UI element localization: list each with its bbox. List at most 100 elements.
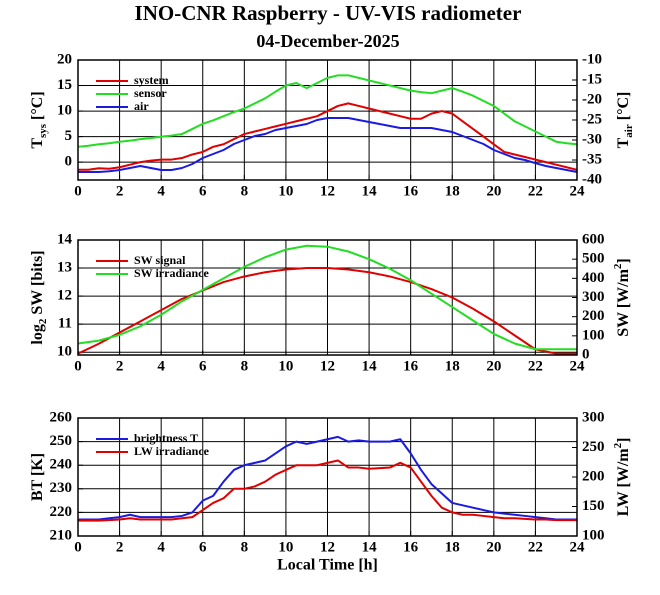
- y2-tick-label: 300: [582, 289, 605, 305]
- y-axis-label: Tsys [°C]: [29, 91, 49, 148]
- y-tick-label: 220: [50, 504, 73, 520]
- y2-tick-label: -35: [582, 151, 602, 167]
- series-line: [77, 244, 577, 351]
- x-tick-label: 2: [116, 539, 124, 555]
- plot-frame: [77, 59, 578, 181]
- series-line: [78, 435, 577, 521]
- y2-tick-label: 0: [582, 346, 590, 362]
- y-axis-label: log2 SW [bits]: [29, 250, 49, 344]
- x-tick-label: 8: [241, 539, 249, 555]
- legend-label: sensor: [134, 86, 167, 100]
- x-tick-label: 22: [528, 183, 543, 199]
- y-tick-label: 13: [57, 259, 72, 275]
- axis-label-part: ]: [615, 258, 632, 263]
- y2-tick-label: 250: [582, 439, 605, 455]
- legend-label: system: [134, 73, 169, 87]
- axis-label-part: ]: [615, 438, 632, 443]
- y-tick-label: 5: [65, 128, 73, 144]
- x-tick-label: 20: [486, 539, 501, 555]
- y2-tick-label: -40: [582, 171, 602, 187]
- y2-tick-label: -20: [582, 91, 602, 107]
- y2-tick-label: -15: [582, 71, 602, 87]
- x-tick-label: 24: [570, 183, 586, 199]
- y2-axis-label: LW [W/m2]: [612, 438, 632, 517]
- y-tick-label: 14: [57, 231, 73, 247]
- y2-tick-label: 600: [582, 231, 605, 247]
- series-line: [77, 74, 578, 148]
- x-tick-label: 14: [362, 183, 378, 199]
- x-tick-label: 6: [199, 358, 207, 374]
- axis-label-part: SW [bits]: [29, 250, 46, 318]
- x-tick-label: 18: [445, 358, 460, 374]
- series-line: [78, 459, 577, 522]
- y-tick-label: 20: [57, 51, 72, 67]
- y2-tick-label: -25: [582, 111, 602, 127]
- x-tick-label: 22: [528, 358, 543, 374]
- axis-label-part: [°C]: [29, 91, 46, 124]
- legend-label: SW signal: [134, 253, 186, 267]
- y2-axis-label: Tair [°C]: [615, 92, 635, 149]
- x-tick-label: 14: [362, 539, 378, 555]
- x-tick-label: 16: [403, 183, 419, 199]
- x-tick-label: 2: [116, 183, 124, 199]
- x-tick-label: 22: [528, 539, 543, 555]
- axis-label-part: [°C]: [615, 92, 632, 125]
- y-tick-label: 210: [50, 527, 73, 543]
- y-tick-label: 10: [57, 103, 72, 119]
- y-tick-label: 250: [50, 433, 73, 449]
- x-tick-label: 0: [74, 539, 82, 555]
- series-line: [78, 102, 578, 171]
- x-axis-label: Local Time [h]: [277, 557, 378, 574]
- x-tick-label: 10: [278, 358, 293, 374]
- x-tick-label: 20: [486, 358, 501, 374]
- y-axis-label: BT [K]: [29, 453, 46, 501]
- plot-frame: [77, 239, 578, 356]
- x-tick-label: 4: [157, 358, 165, 374]
- y-tick-label: 12: [57, 288, 72, 304]
- y2-tick-label: 500: [582, 251, 605, 267]
- axis-label-part: 2: [612, 263, 624, 269]
- x-tick-label: 12: [320, 539, 335, 555]
- x-tick-label: 2: [116, 358, 124, 374]
- y2-tick-label: 200: [582, 468, 605, 484]
- x-tick-label: 6: [199, 539, 207, 555]
- x-tick-label: 10: [278, 183, 293, 199]
- axis-label-part: air: [623, 124, 635, 138]
- axis-label-part: T: [29, 138, 46, 149]
- x-tick-label: 6: [199, 183, 207, 199]
- y2-tick-label: 150: [582, 498, 605, 514]
- x-tick-label: 24: [570, 539, 586, 555]
- y-tick-label: 11: [58, 316, 72, 332]
- x-tick-label: 14: [362, 358, 378, 374]
- x-tick-label: 18: [445, 183, 460, 199]
- y-tick-label: 10: [57, 344, 72, 360]
- x-tick-label: 8: [241, 358, 249, 374]
- y2-tick-label: 200: [582, 308, 605, 324]
- x-tick-label: 16: [403, 358, 419, 374]
- y2-tick-label: 100: [582, 327, 605, 343]
- y-tick-label: 260: [50, 409, 73, 425]
- x-tick-label: 20: [486, 183, 501, 199]
- series-line: [78, 117, 578, 173]
- y-tick-label: 15: [57, 77, 72, 93]
- axis-label-part: T: [615, 137, 632, 148]
- x-tick-label: 16: [403, 539, 419, 555]
- x-tick-label: 12: [320, 183, 335, 199]
- axis-label-part: log: [29, 324, 46, 344]
- chart-subtitle: 04-December-2025: [256, 31, 399, 51]
- y2-tick-label: 400: [582, 270, 605, 286]
- x-tick-label: 10: [278, 539, 293, 555]
- x-tick-label: 0: [74, 358, 82, 374]
- axis-label-part: LW [W/m: [615, 448, 632, 517]
- axis-label-part: SW [W/m: [615, 268, 632, 336]
- y2-tick-label: 100: [582, 527, 605, 543]
- x-tick-label: 18: [445, 539, 460, 555]
- legend-label: brightness T: [134, 431, 198, 445]
- y2-axis-label: SW [W/m2]: [612, 258, 632, 337]
- y-tick-label: 240: [50, 457, 73, 473]
- x-tick-label: 4: [157, 183, 165, 199]
- y-tick-label: 230: [50, 480, 73, 496]
- legend-label: SW irradiance: [134, 266, 209, 280]
